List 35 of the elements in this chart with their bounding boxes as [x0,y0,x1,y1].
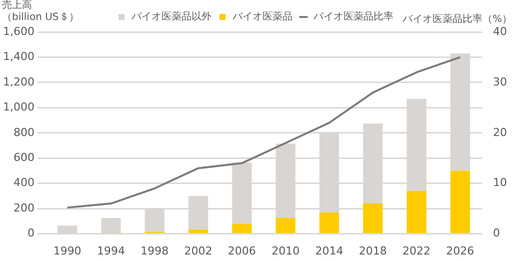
y-tick-label: 200 [13,201,34,214]
y-tick-label: 1,000 [2,100,34,114]
x-tick-label: 2022 [402,244,431,258]
y-tick-label: 800 [13,126,34,139]
y-tick-label: 1,600 [2,24,34,38]
x-tick-label: 2026 [446,244,474,258]
y2-tick-label: 0 [493,226,500,240]
y2-axis-title: バイオ医薬品比率（%） [402,14,512,26]
legend-label: バイオ医薬品比率 [312,10,394,23]
x-tick-label: 1994 [96,244,125,258]
legend-label: バイオ医薬品以外 [130,10,212,23]
x-tick-label: 2010 [272,244,300,258]
y-tick-label: 1,400 [2,50,34,64]
bar [188,229,208,234]
x-tick-label: 1998 [140,244,169,258]
bar [406,190,426,234]
x-tick-label: 2018 [358,244,387,258]
y-tick-label: 1,200 [2,75,34,88]
bar [232,224,252,234]
bar [450,170,470,234]
legend-label: バイオ医薬品 [232,10,292,23]
x-tick-label: 2006 [228,244,256,258]
x-tick-label: 2002 [184,244,212,258]
x-tick-label: 1990 [53,244,82,258]
bar [363,204,383,234]
bar [276,218,296,234]
y2-tick-label: 30 [493,75,508,88]
y-tick-label: 400 [13,176,34,190]
bar [319,212,340,234]
y2-tick-label: 10 [493,176,508,190]
y2-tick-label: 40 [493,24,508,38]
x-tick-label: 2014 [315,244,344,258]
y-tick-label: 0 [27,226,34,240]
y2-tick-label: 20 [493,126,508,139]
y-tick-label: 600 [13,150,34,164]
